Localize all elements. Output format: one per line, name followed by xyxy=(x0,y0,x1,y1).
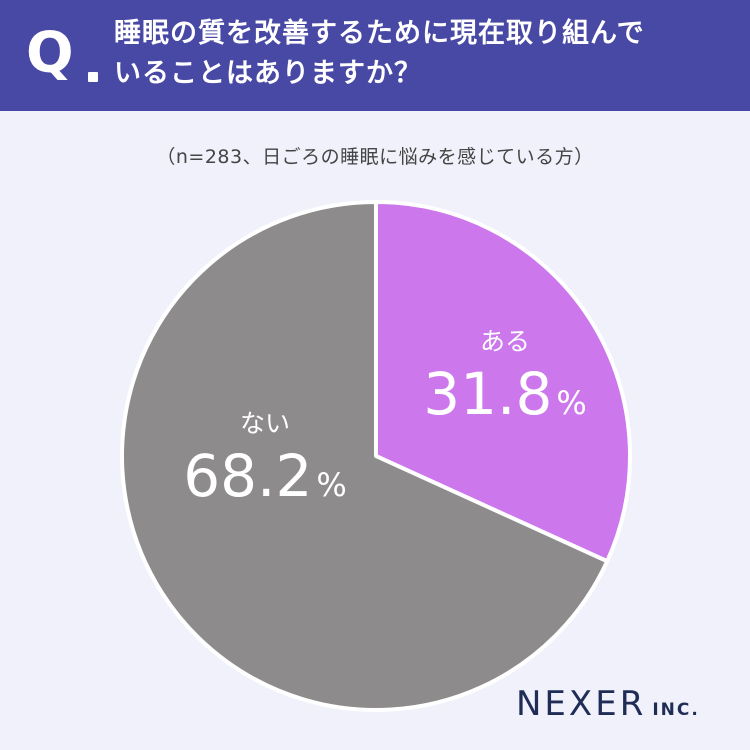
pie-slice-0 xyxy=(374,200,632,564)
question-line-1: 睡眠の質を改善するために現在取り組んで xyxy=(114,18,645,49)
slice-label-nai: ない 68.2% xyxy=(165,408,365,527)
slice-value-nai: 68.2% xyxy=(183,442,347,510)
slice-name-aru: ある xyxy=(479,327,530,356)
slice-name-nai: ない xyxy=(239,409,290,438)
logo-main: NEXER xyxy=(516,684,647,724)
question-text: 睡眠の質を改善するために現在取り組んで いることはありますか？ xyxy=(114,14,734,94)
sample-note: （n=283、日ごろの睡眠に悩みを感じている方） xyxy=(156,146,594,168)
q-mark: Q xyxy=(26,21,74,86)
question-line-2: いることはありますか？ xyxy=(114,58,422,89)
q-dot xyxy=(88,72,98,82)
slice-label-aru: ある 31.8% xyxy=(410,326,600,445)
nexer-logo: NEXER INC. xyxy=(516,684,700,724)
logo-suffix: INC. xyxy=(652,700,700,720)
slice-value-aru: 31.8% xyxy=(423,360,587,428)
pie-slice-1 xyxy=(120,200,610,712)
question-header: Q 睡眠の質を改善するために現在取り組んで いることはありますか？ xyxy=(0,0,750,111)
